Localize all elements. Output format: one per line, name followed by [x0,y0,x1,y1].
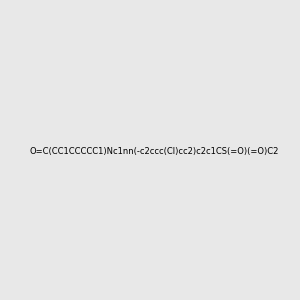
Text: O=C(CC1CCCCC1)Nc1nn(-c2ccc(Cl)cc2)c2c1CS(=O)(=O)C2: O=C(CC1CCCCC1)Nc1nn(-c2ccc(Cl)cc2)c2c1CS… [29,147,278,156]
